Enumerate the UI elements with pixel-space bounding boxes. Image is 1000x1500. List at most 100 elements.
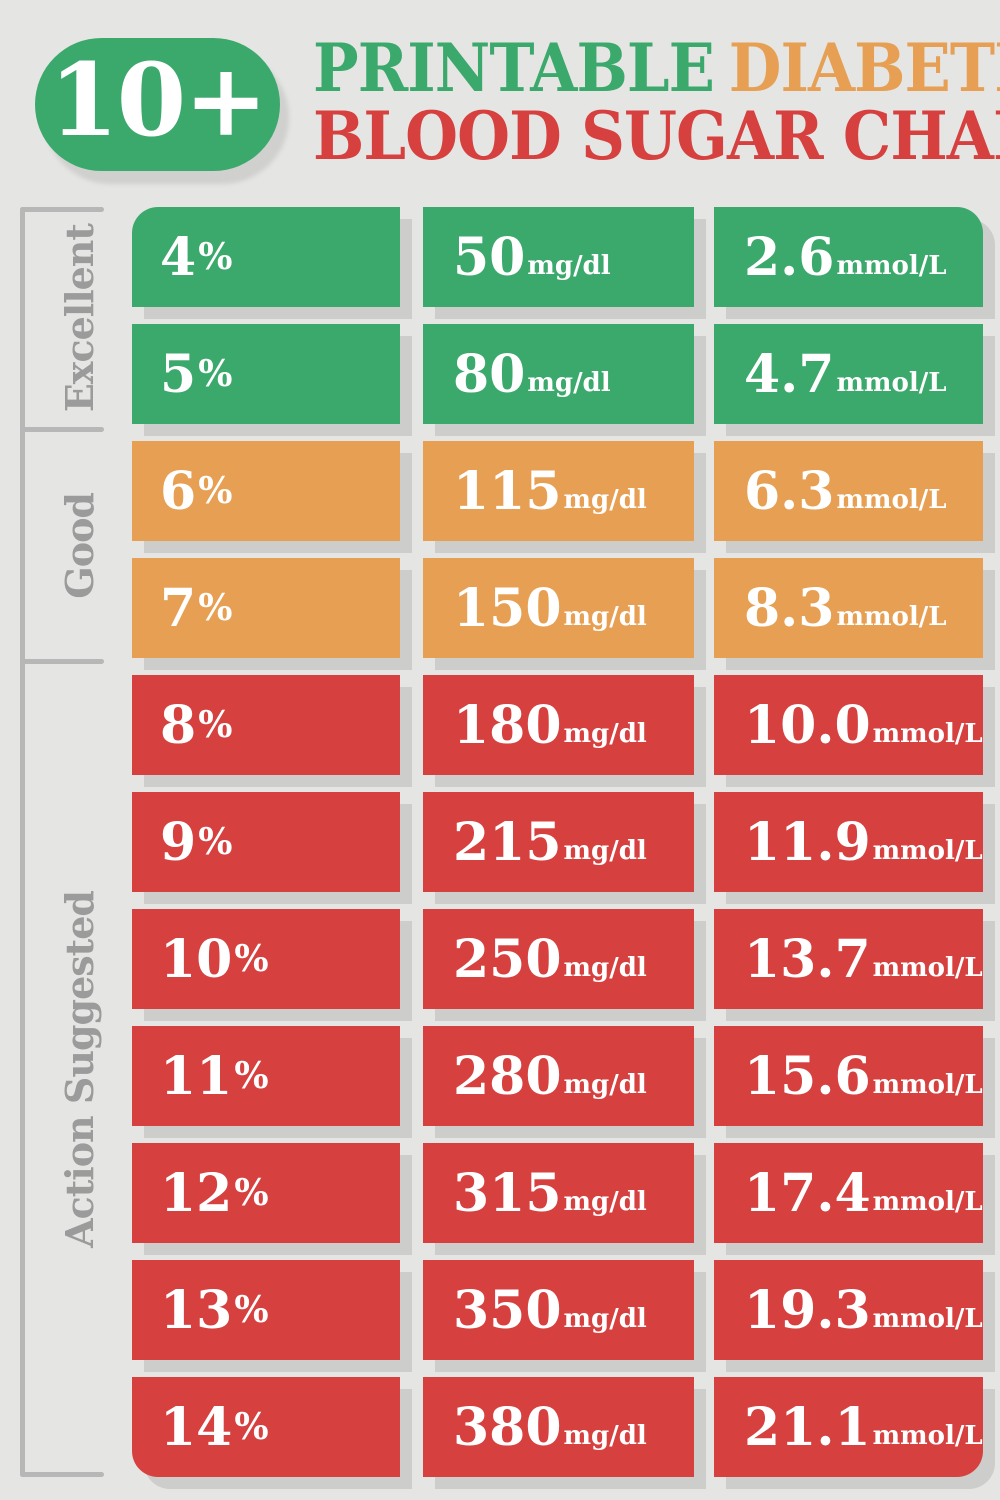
percent-value: 4 bbox=[160, 226, 197, 288]
mmol-value: 6.3 bbox=[744, 460, 835, 522]
percent-cell: 14% bbox=[132, 1377, 400, 1477]
mgdl-value: 215 bbox=[453, 811, 562, 873]
table-row: 7% 150 mg/dl 8.3 mmol/L bbox=[0, 558, 1000, 658]
mgdl-value: 280 bbox=[453, 1045, 562, 1107]
percent-value: 6 bbox=[160, 460, 197, 522]
mgdl-value: 80 bbox=[453, 343, 526, 405]
mgdl-unit: mg/dl bbox=[563, 953, 647, 983]
percent-value: 13 bbox=[160, 1279, 233, 1341]
mmol-value: 2.6 bbox=[744, 226, 835, 288]
percent-symbol: % bbox=[234, 938, 269, 980]
percent-value: 11 bbox=[160, 1045, 233, 1107]
percent-cell: 7% bbox=[132, 558, 400, 658]
mgdl-value: 180 bbox=[453, 694, 562, 756]
percent-cell: 10% bbox=[132, 909, 400, 1009]
mmol-unit: mmol/L bbox=[872, 719, 983, 749]
mgdl-value: 50 bbox=[453, 226, 526, 288]
mmol-unit: mmol/L bbox=[836, 251, 947, 281]
bracket-tick-good-action bbox=[20, 659, 104, 664]
mgdl-value: 315 bbox=[453, 1162, 562, 1224]
mmol-cell: 2.6 mmol/L bbox=[714, 207, 983, 307]
table-row: 13% 350 mg/dl 19.3 mmol/L bbox=[0, 1260, 1000, 1360]
mmol-unit: mmol/L bbox=[836, 485, 947, 515]
mmol-value: 21.1 bbox=[744, 1396, 871, 1458]
table-row: 4% 50 mg/dl 2.6 mmol/L bbox=[0, 207, 1000, 307]
mmol-unit: mmol/L bbox=[872, 836, 983, 866]
table-row: 8% 180 mg/dl 10.0 mmol/L bbox=[0, 675, 1000, 775]
mgdl-cell: 215 mg/dl bbox=[423, 792, 694, 892]
title-line-2: BLOOD SUGAR CHART bbox=[313, 97, 1000, 175]
bracket-tick-excellent-good bbox=[20, 427, 104, 432]
mmol-value: 15.6 bbox=[744, 1045, 871, 1107]
mgdl-value: 250 bbox=[453, 928, 562, 990]
mgdl-cell: 380 mg/dl bbox=[423, 1377, 694, 1477]
percent-cell: 4% bbox=[132, 207, 400, 307]
mmol-unit: mmol/L bbox=[836, 368, 947, 398]
mmol-value: 10.0 bbox=[744, 694, 871, 756]
table-row: 10% 250 mg/dl 13.7 mmol/L bbox=[0, 909, 1000, 1009]
mmol-unit: mmol/L bbox=[872, 1070, 983, 1100]
mgdl-cell: 50 mg/dl bbox=[423, 207, 694, 307]
mmol-unit: mmol/L bbox=[872, 953, 983, 983]
table-row: 5% 80 mg/dl 4.7 mmol/L bbox=[0, 324, 1000, 424]
mmol-value: 11.9 bbox=[744, 811, 871, 873]
count-badge: 10+ bbox=[35, 38, 280, 171]
mmol-cell: 15.6 mmol/L bbox=[714, 1026, 983, 1126]
mgdl-unit: mg/dl bbox=[527, 251, 611, 281]
percent-value: 7 bbox=[160, 577, 197, 639]
mmol-cell: 17.4 mmol/L bbox=[714, 1143, 983, 1243]
mmol-value: 17.4 bbox=[744, 1162, 871, 1224]
mmol-value: 13.7 bbox=[744, 928, 871, 990]
mgdl-cell: 250 mg/dl bbox=[423, 909, 694, 1009]
mgdl-cell: 180 mg/dl bbox=[423, 675, 694, 775]
mmol-value: 8.3 bbox=[744, 577, 835, 639]
mgdl-value: 150 bbox=[453, 577, 562, 639]
mgdl-cell: 115 mg/dl bbox=[423, 441, 694, 541]
bracket-vertical-line bbox=[20, 207, 25, 1477]
percent-symbol: % bbox=[234, 1055, 269, 1097]
percent-cell: 13% bbox=[132, 1260, 400, 1360]
percent-value: 8 bbox=[160, 694, 197, 756]
percent-cell: 11% bbox=[132, 1026, 400, 1126]
mgdl-unit: mg/dl bbox=[563, 1187, 647, 1217]
mgdl-cell: 280 mg/dl bbox=[423, 1026, 694, 1126]
bracket-tick-bottom bbox=[20, 1472, 104, 1477]
mgdl-unit: mg/dl bbox=[563, 602, 647, 632]
mmol-cell: 11.9 mmol/L bbox=[714, 792, 983, 892]
mgdl-value: 115 bbox=[453, 460, 562, 522]
table-row: 14% 380 mg/dl 21.1 mmol/L bbox=[0, 1377, 1000, 1477]
percent-cell: 9% bbox=[132, 792, 400, 892]
mgdl-cell: 315 mg/dl bbox=[423, 1143, 694, 1243]
bracket-tick-top bbox=[20, 207, 104, 212]
percent-symbol: % bbox=[198, 821, 233, 863]
page-title: PRINTABLEDIABETIC BLOOD SUGAR CHART bbox=[313, 34, 1000, 170]
table-row: 12% 315 mg/dl 17.4 mmol/L bbox=[0, 1143, 1000, 1243]
mmol-cell: 19.3 mmol/L bbox=[714, 1260, 983, 1360]
mmol-value: 19.3 bbox=[744, 1279, 871, 1341]
table-row: 9% 215 mg/dl 11.9 mmol/L bbox=[0, 792, 1000, 892]
mgdl-unit: mg/dl bbox=[527, 368, 611, 398]
mmol-cell: 21.1 mmol/L bbox=[714, 1377, 983, 1477]
mgdl-unit: mg/dl bbox=[563, 1421, 647, 1451]
mmol-value: 4.7 bbox=[744, 343, 835, 405]
mmol-cell: 4.7 mmol/L bbox=[714, 324, 983, 424]
percent-value: 9 bbox=[160, 811, 197, 873]
mgdl-unit: mg/dl bbox=[563, 719, 647, 749]
percent-value: 12 bbox=[160, 1162, 233, 1224]
mgdl-unit: mg/dl bbox=[563, 1304, 647, 1334]
mmol-unit: mmol/L bbox=[872, 1421, 983, 1451]
mgdl-unit: mg/dl bbox=[563, 836, 647, 866]
percent-value: 5 bbox=[160, 343, 197, 405]
mmol-cell: 10.0 mmol/L bbox=[714, 675, 983, 775]
percent-value: 10 bbox=[160, 928, 233, 990]
table-row: 6% 115 mg/dl 6.3 mmol/L bbox=[0, 441, 1000, 541]
percent-value: 14 bbox=[160, 1396, 233, 1458]
percent-symbol: % bbox=[198, 587, 233, 629]
percent-symbol: % bbox=[234, 1172, 269, 1214]
percent-symbol: % bbox=[198, 353, 233, 395]
mmol-unit: mmol/L bbox=[836, 602, 947, 632]
title-word-printable: PRINTABLE bbox=[313, 29, 715, 107]
title-line-1: PRINTABLEDIABETIC bbox=[313, 34, 1000, 102]
mgdl-unit: mg/dl bbox=[563, 485, 647, 515]
mgdl-value: 350 bbox=[453, 1279, 562, 1341]
